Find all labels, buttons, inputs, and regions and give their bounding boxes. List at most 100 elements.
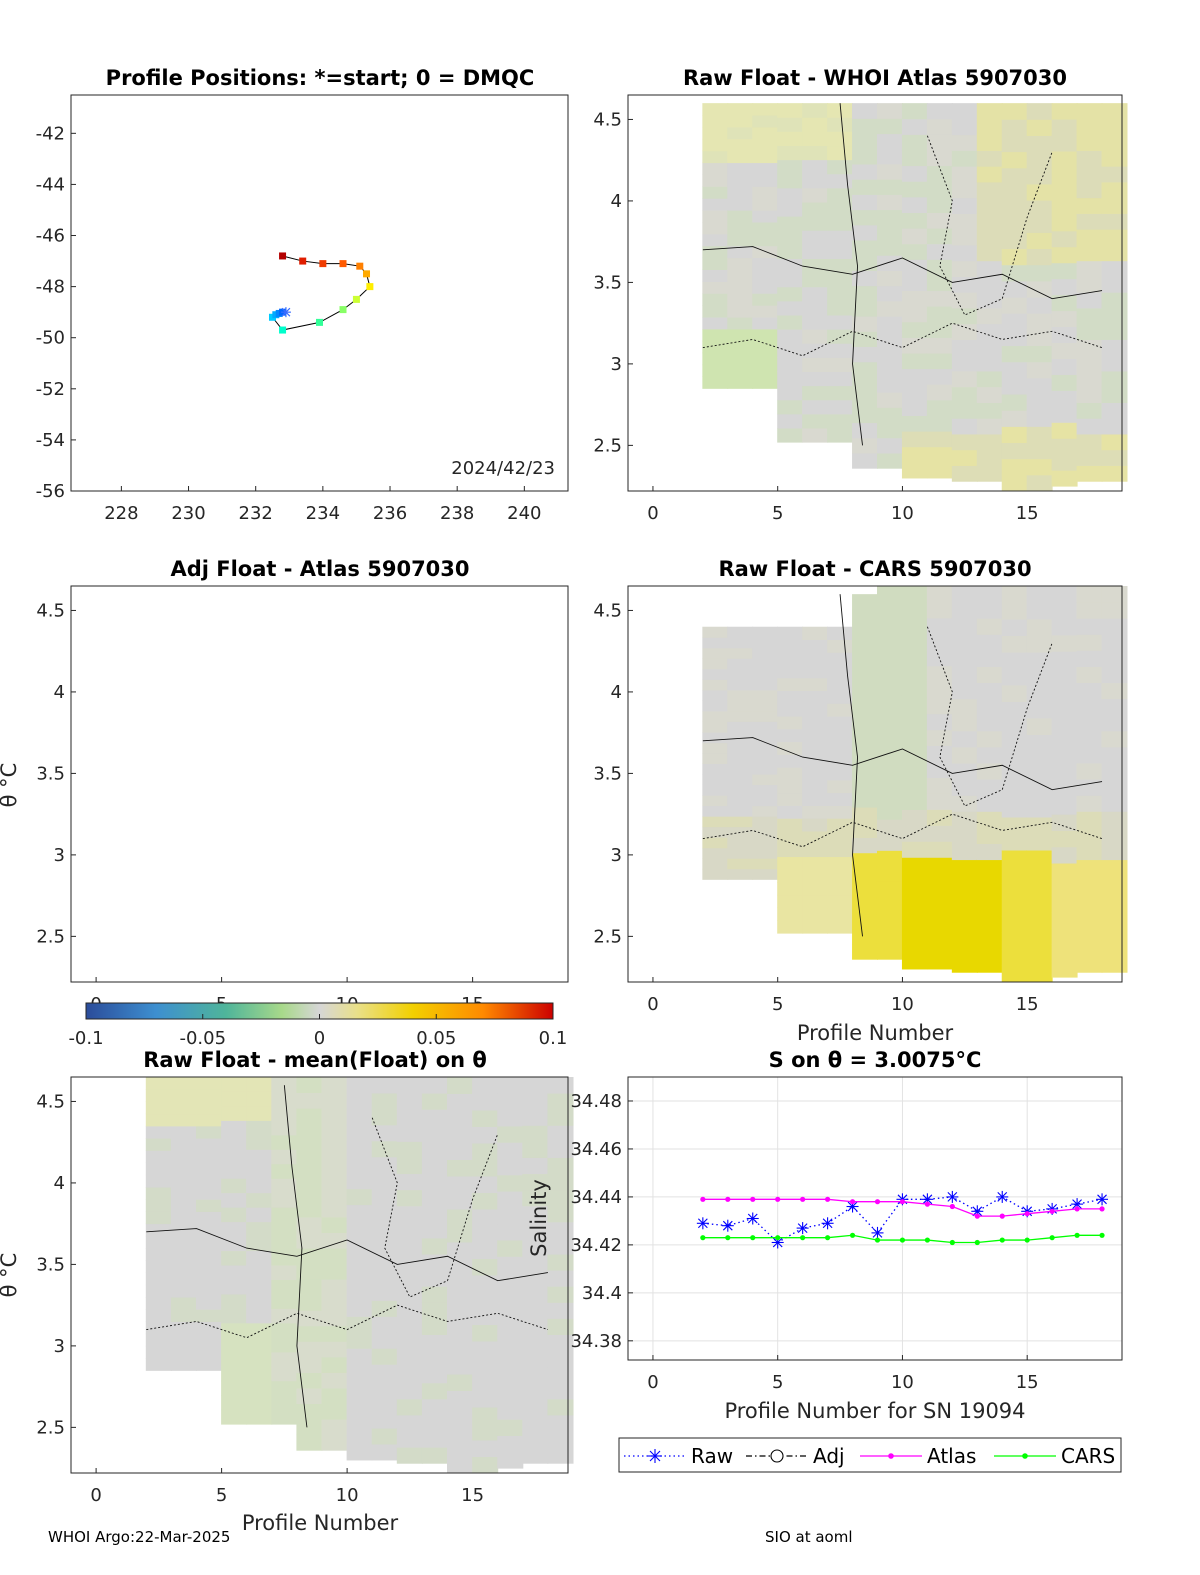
heatmap-cell <box>170 1211 198 1225</box>
heatmap-cell <box>1101 875 1128 893</box>
data-point-star <box>796 1222 809 1235</box>
heatmap-cell <box>926 274 953 292</box>
heatmap-cell <box>1076 698 1103 716</box>
heatmap-cell <box>777 843 804 858</box>
heatmap-cell <box>1076 386 1103 403</box>
heatmap-cell <box>246 1120 273 1136</box>
heatmap-cell <box>752 126 779 140</box>
heatmap-cell <box>827 329 854 344</box>
heatmap-cell <box>271 1351 298 1367</box>
heatmap-cell <box>802 427 829 443</box>
heatmap-cell <box>170 1358 198 1371</box>
heatmap-cell <box>547 1189 574 1207</box>
heatmap-cell <box>852 194 878 211</box>
heatmap-cell <box>702 858 729 870</box>
heatmap-cell <box>727 352 754 366</box>
heatmap-cell <box>752 376 779 389</box>
heatmap-cell <box>421 1125 449 1142</box>
heatmap-cell <box>371 1300 398 1317</box>
y-tick-label: 34.38 <box>570 1331 622 1352</box>
heatmap-cell <box>396 1077 423 1094</box>
heatmap-cell <box>296 1325 323 1342</box>
raw-mean-xlabel: Profile Number <box>242 1511 399 1535</box>
heatmap-cell <box>852 285 878 302</box>
x-tick-label: 236 <box>373 503 407 524</box>
heatmap-cell <box>901 212 928 229</box>
data-point <box>750 1196 756 1202</box>
heatmap-cell <box>926 601 953 619</box>
heatmap-cell <box>852 346 878 363</box>
y-tick-label: 4 <box>54 1173 65 1194</box>
heatmap-cell <box>1101 339 1128 356</box>
heatmap-cell <box>727 668 754 680</box>
heatmap-cell <box>951 181 978 199</box>
heatmap-cell <box>547 1125 574 1142</box>
heatmap-cell <box>926 953 953 970</box>
heatmap-cell <box>1076 650 1103 667</box>
heatmap-cell <box>296 1077 323 1094</box>
legend-entry-atlas: Atlas <box>860 1444 976 1468</box>
heatmap-cell <box>901 697 928 715</box>
heatmap-cell <box>1051 634 1078 652</box>
heatmap-cell <box>876 772 903 789</box>
heatmap-cell <box>447 1225 474 1243</box>
heatmap-cell <box>926 841 953 858</box>
heatmap-cell <box>876 452 903 469</box>
heatmap-cell <box>777 117 804 132</box>
heatmap-cell <box>876 757 903 774</box>
heatmap-cell <box>702 174 729 187</box>
heatmap-cell <box>777 639 804 653</box>
heatmap-cell <box>926 649 953 667</box>
star-stroke <box>772 1237 783 1248</box>
heatmap-cell <box>396 1189 423 1207</box>
heatmap-cell <box>901 259 928 276</box>
heatmap-cell <box>976 811 1003 828</box>
heatmap-cell <box>497 1191 524 1208</box>
heatmap-cell <box>827 371 854 387</box>
y-tick-label: 34.4 <box>582 1283 622 1304</box>
heatmap-cell <box>1001 619 1028 636</box>
heatmap-cell <box>321 1403 348 1420</box>
heatmap-cell <box>1076 197 1103 214</box>
heatmap-cell <box>802 856 829 870</box>
heatmap-cell <box>926 165 953 182</box>
raw-cars-xlabel: Profile Number <box>797 1021 954 1045</box>
heatmap-cell <box>196 1138 223 1151</box>
series-cars <box>700 1232 1105 1246</box>
heatmap-cell <box>421 1205 449 1223</box>
heatmap-cell <box>777 103 804 118</box>
heatmap-cell <box>702 679 729 691</box>
heatmap-cell <box>976 386 1003 403</box>
heatmap-cell <box>421 1157 449 1175</box>
heatmap-cell <box>976 618 1003 635</box>
heatmap-cell <box>1076 682 1103 700</box>
heatmap-cell <box>827 272 854 288</box>
heatmap-cell <box>497 1435 524 1453</box>
heatmap-cell <box>1051 230 1078 248</box>
data-point <box>1099 1206 1105 1212</box>
heatmap-cell <box>901 274 928 292</box>
heatmap-cell <box>777 315 804 330</box>
heatmap-cell <box>901 665 928 683</box>
heatmap-cell <box>876 648 903 665</box>
heatmap-cell <box>447 1242 474 1259</box>
heatmap-cell <box>951 650 978 667</box>
heatmap-cell <box>1076 323 1103 340</box>
profile-position-marker <box>352 295 360 303</box>
heatmap-cell <box>1076 875 1103 893</box>
heatmap-cell <box>522 1414 549 1432</box>
heatmap-cell <box>702 103 729 116</box>
heatmap-cell <box>827 716 854 730</box>
heatmap-cell <box>901 399 928 416</box>
x-tick-label: 15 <box>1016 1372 1039 1393</box>
data-point-star <box>1096 1193 1109 1206</box>
heatmap-cell <box>802 230 829 245</box>
heatmap-cell <box>852 209 878 226</box>
heatmap-cell <box>472 1176 499 1193</box>
heatmap-cell <box>1001 668 1028 686</box>
heatmap-cell <box>170 1113 198 1127</box>
heatmap-cell <box>752 115 779 128</box>
contour-line <box>839 594 863 937</box>
heatmap-cell <box>221 1134 248 1150</box>
